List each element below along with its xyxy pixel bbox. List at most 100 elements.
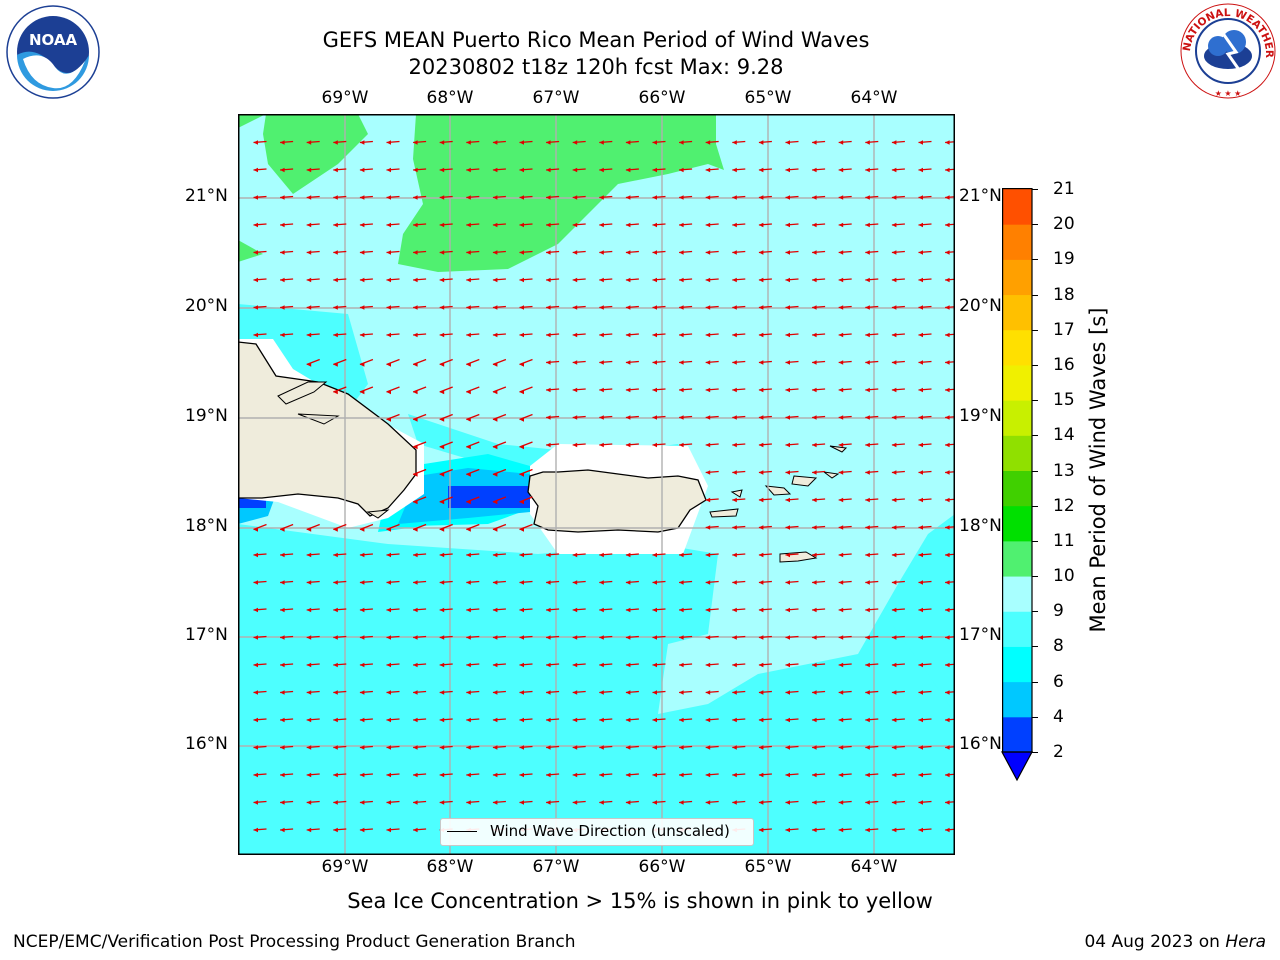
wind-wave-arrow-head <box>625 772 631 778</box>
wind-wave-arrow-head <box>732 305 737 310</box>
wind-wave-arrow-head <box>466 444 471 450</box>
colorbar-segment <box>1003 576 1032 612</box>
wind-wave-arrow-head <box>359 662 365 668</box>
wind-wave-arrow-head <box>413 527 418 532</box>
wind-wave-arrow-head <box>546 222 551 228</box>
colorbar-tick-label: 14 <box>1053 425 1075 446</box>
wind-wave-arrow-head <box>359 772 365 778</box>
wind-wave-arrow-head <box>333 662 338 668</box>
wind-wave-arrow-head <box>865 387 870 393</box>
wind-wave-arrow-head <box>652 580 657 585</box>
lon-tick-bottom: 64°W <box>850 857 898 877</box>
wind-wave-arrow-head <box>891 470 897 475</box>
wind-wave-arrow-head <box>785 772 790 778</box>
wind-wave-arrow-head <box>732 222 737 228</box>
wind-wave-arrow-head <box>306 305 312 310</box>
wind-wave-arrow-head <box>679 442 684 448</box>
wind-wave-arrow-head <box>758 745 764 750</box>
wind-wave-arrow-head <box>572 580 578 585</box>
puerto-rico-land <box>527 469 707 533</box>
wind-wave-arrow-head <box>705 250 711 255</box>
wind-wave-arrow-head <box>652 745 657 750</box>
wind-wave-arrow-head <box>413 580 418 585</box>
wind-wave-arrow-head <box>812 415 817 420</box>
wind-wave-arrow-head <box>413 552 418 558</box>
wind-wave-arrow-head <box>732 360 737 365</box>
wind-wave-arrow-head <box>838 827 844 833</box>
wind-wave-arrow-head <box>333 527 338 532</box>
wind-wave-arrow-head <box>466 527 471 532</box>
wind-wave-arrow-head <box>679 717 684 723</box>
wind-wave-arrow-head <box>306 690 312 695</box>
wind-wave-arrow-head <box>439 745 445 750</box>
wind-wave-arrow-head <box>945 470 950 475</box>
wind-wave-arrow-head <box>758 607 764 613</box>
wind-wave-arrow-head <box>891 167 897 173</box>
wind-wave-arrow-head <box>413 690 418 695</box>
wind-wave-arrow-head <box>918 442 923 448</box>
wind-wave-arrow-head <box>812 552 817 558</box>
wind-wave-arrow-head <box>492 305 498 310</box>
wind-wave-arrow-head <box>333 277 338 283</box>
wind-wave-arrow-head <box>572 635 578 640</box>
wind-wave-arrow-head <box>652 387 657 393</box>
wind-wave-arrow-head <box>785 305 790 310</box>
wind-wave-arrow-head <box>492 332 498 338</box>
wind-wave-arrow-head <box>599 305 604 310</box>
wind-wave-arrow-head <box>945 415 950 420</box>
colorbar-segment <box>1003 294 1032 331</box>
colorbar-tick-mark <box>1032 646 1038 648</box>
wind-wave-arrow-head <box>572 662 578 668</box>
wind-wave-arrow-head <box>572 277 578 283</box>
colorbar-tick-label: 18 <box>1053 284 1075 305</box>
wind-wave-arrow-head <box>306 167 312 173</box>
wind-wave-arrow-head <box>625 745 631 750</box>
colorbar-tick-label: 13 <box>1053 460 1075 481</box>
wind-wave-arrow-head <box>891 635 897 640</box>
wind-wave-arrow-head <box>359 305 365 310</box>
wind-wave-arrow-head <box>652 552 657 558</box>
wind-wave-arrow-head <box>546 552 551 558</box>
wind-wave-arrow-head <box>253 332 258 338</box>
wind-wave-arrow-head <box>625 717 631 723</box>
wind-wave-arrow-head <box>945 250 950 255</box>
wind-wave-arrow-head <box>439 472 445 477</box>
wind-wave-arrow-head <box>280 250 285 255</box>
wind-wave-arrow-head <box>519 332 524 338</box>
wind-wave-arrow-head <box>253 772 258 778</box>
wind-wave-arrow-head <box>253 222 258 228</box>
wind-wave-arrow-head <box>253 305 258 310</box>
wind-wave-arrow-head <box>386 745 391 750</box>
lon-tick-top: 68°W <box>426 88 474 108</box>
wind-wave-arrow-head <box>413 662 418 668</box>
wind-wave-arrow-head <box>732 387 737 393</box>
colorbar-segment <box>1003 435 1032 471</box>
wind-wave-arrow-head <box>679 250 684 255</box>
lat-tick-left: 16°N <box>185 734 228 754</box>
wind-wave-arrow-head <box>812 717 817 723</box>
wind-wave-arrow-head <box>572 745 578 750</box>
wind-wave-arrow-head <box>466 222 471 228</box>
wind-wave-arrow-head <box>732 772 737 778</box>
wind-wave-arrow-head <box>466 140 471 145</box>
wind-wave-arrow-head <box>865 690 870 695</box>
wind-wave-arrow-head <box>546 195 551 200</box>
wind-wave-arrow-head <box>705 222 711 228</box>
wind-wave-arrow-head <box>785 442 790 448</box>
wind-wave-arrow-head <box>253 745 258 750</box>
wind-wave-arrow-head <box>466 277 471 283</box>
colorbar-tick-mark <box>1032 400 1038 402</box>
wind-wave-arrow-head <box>865 580 870 585</box>
wind-wave-arrow-head <box>599 717 604 723</box>
wind-wave-arrow-head <box>386 277 391 283</box>
wind-wave-arrow-head <box>891 222 897 228</box>
wind-wave-arrow-head <box>705 497 711 503</box>
wind-wave-arrow-head <box>519 635 524 640</box>
wind-wave-arrow-head <box>838 717 844 723</box>
wind-wave-arrow-head <box>679 305 684 310</box>
wind-wave-arrow-head <box>785 250 790 255</box>
wind-wave-arrow-head <box>466 305 471 310</box>
colorbar-under-triangle <box>1000 751 1034 782</box>
colorbar-tick-mark <box>1032 752 1038 753</box>
wind-wave-arrow-head <box>865 305 870 310</box>
